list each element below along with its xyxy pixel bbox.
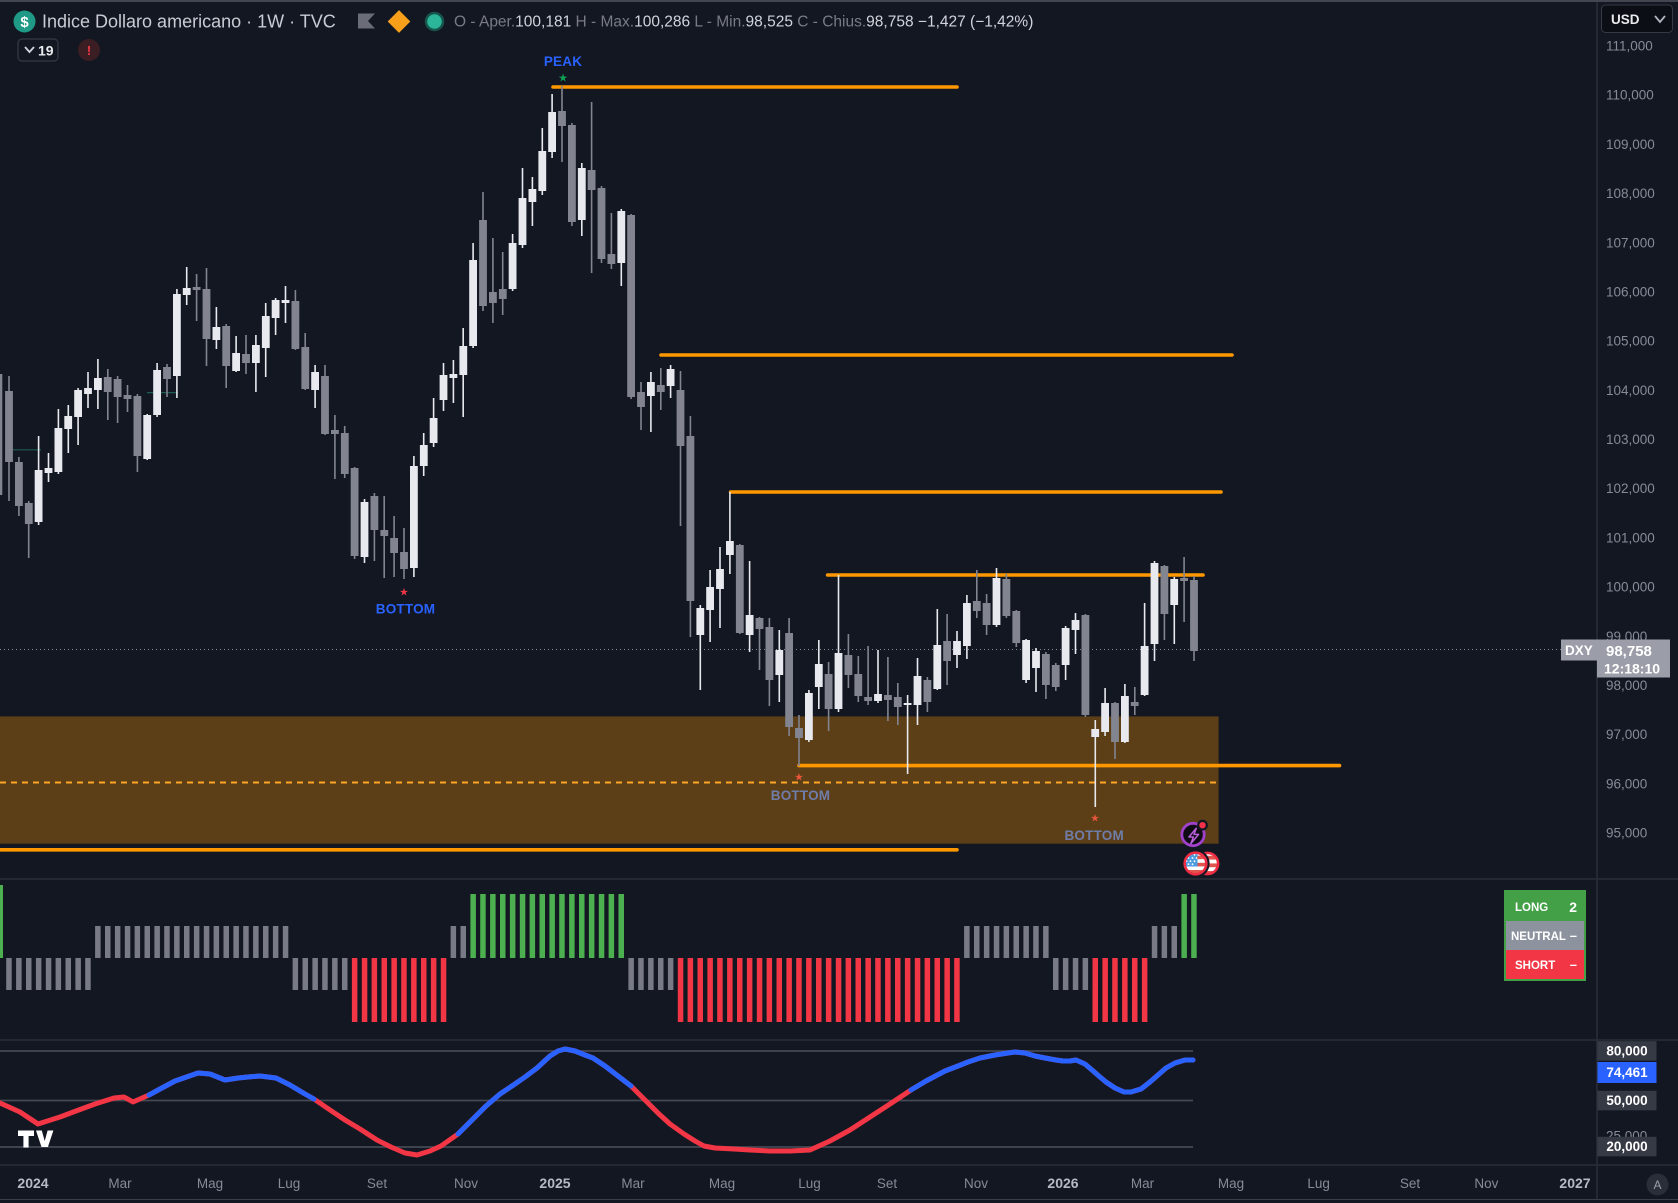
svg-text:Set: Set: [877, 1176, 898, 1191]
svg-text:SHORT: SHORT: [1515, 960, 1555, 972]
svg-text:2027: 2027: [1559, 1175, 1590, 1191]
svg-text:2: 2: [1569, 899, 1577, 915]
svg-text:Mag: Mag: [197, 1176, 223, 1191]
svg-text:19: 19: [38, 43, 54, 59]
svg-text:Mar: Mar: [1131, 1176, 1155, 1191]
svg-text:O - Aper.100,181 H - Max.100,2: O - Aper.100,181 H - Max.100,286 L - Min…: [454, 14, 1033, 31]
svg-text:Mag: Mag: [709, 1176, 735, 1191]
svg-text:Mag: Mag: [1218, 1176, 1244, 1191]
svg-text:98,000: 98,000: [1606, 678, 1647, 693]
svg-text:★: ★: [399, 587, 409, 599]
svg-text:★: ★: [558, 72, 568, 84]
svg-text:104,000: 104,000: [1606, 383, 1655, 398]
svg-text:!: !: [87, 43, 91, 58]
svg-text:102,000: 102,000: [1606, 481, 1655, 496]
svg-text:BOTTOM: BOTTOM: [771, 788, 830, 803]
svg-text:Indice Dollaro americano · 1W: Indice Dollaro americano · 1W · TVC: [42, 12, 336, 32]
svg-text:20,000: 20,000: [1606, 1139, 1647, 1154]
svg-text:80,000: 80,000: [1606, 1044, 1647, 1059]
svg-text:109,000: 109,000: [1606, 137, 1655, 152]
svg-text:Set: Set: [367, 1176, 388, 1191]
svg-text:2026: 2026: [1047, 1175, 1078, 1191]
svg-text:LONG: LONG: [1515, 902, 1548, 914]
svg-text:74,461: 74,461: [1606, 1065, 1648, 1080]
svg-text:107,000: 107,000: [1606, 235, 1655, 250]
svg-text:98,758: 98,758: [1606, 643, 1652, 660]
svg-text:103,000: 103,000: [1606, 432, 1655, 447]
svg-text:2025: 2025: [539, 1175, 570, 1191]
svg-text:50,000: 50,000: [1606, 1093, 1647, 1108]
svg-text:A: A: [1653, 1178, 1661, 1192]
svg-text:Mar: Mar: [108, 1176, 132, 1191]
svg-text:NEUTRAL: NEUTRAL: [1511, 931, 1566, 943]
svg-text:BOTTOM: BOTTOM: [376, 602, 435, 617]
svg-text:–: –: [1570, 957, 1577, 972]
svg-text:12:18:10: 12:18:10: [1604, 661, 1660, 677]
svg-text:Nov: Nov: [1474, 1176, 1498, 1191]
svg-text:105,000: 105,000: [1606, 334, 1655, 349]
svg-text:Lug: Lug: [278, 1176, 301, 1191]
svg-text:Nov: Nov: [454, 1176, 478, 1191]
svg-text:106,000: 106,000: [1606, 284, 1655, 299]
svg-text:111,000: 111,000: [1606, 39, 1653, 54]
svg-text:Lug: Lug: [798, 1176, 821, 1191]
svg-text:PEAK: PEAK: [544, 54, 582, 69]
svg-text:96,000: 96,000: [1606, 776, 1647, 791]
svg-text:108,000: 108,000: [1606, 186, 1655, 201]
svg-text:97,000: 97,000: [1606, 727, 1647, 742]
svg-text:BOTTOM: BOTTOM: [1064, 828, 1123, 843]
svg-text:USD: USD: [1611, 12, 1640, 27]
svg-text:101,000: 101,000: [1606, 530, 1655, 545]
svg-text:110,000: 110,000: [1606, 88, 1654, 103]
svg-text:★: ★: [794, 772, 804, 784]
svg-text:2024: 2024: [17, 1175, 48, 1191]
svg-text:95,000: 95,000: [1606, 826, 1647, 841]
svg-text:–: –: [1570, 928, 1577, 943]
svg-text:$: $: [20, 14, 29, 31]
svg-text:Mar: Mar: [621, 1176, 645, 1191]
svg-text:100,000: 100,000: [1606, 580, 1655, 595]
svg-text:★: ★: [1090, 813, 1100, 825]
svg-text:Set: Set: [1400, 1176, 1421, 1191]
svg-text:Nov: Nov: [964, 1176, 988, 1191]
svg-text:Lug: Lug: [1307, 1176, 1330, 1191]
svg-text:DXY: DXY: [1565, 643, 1593, 658]
